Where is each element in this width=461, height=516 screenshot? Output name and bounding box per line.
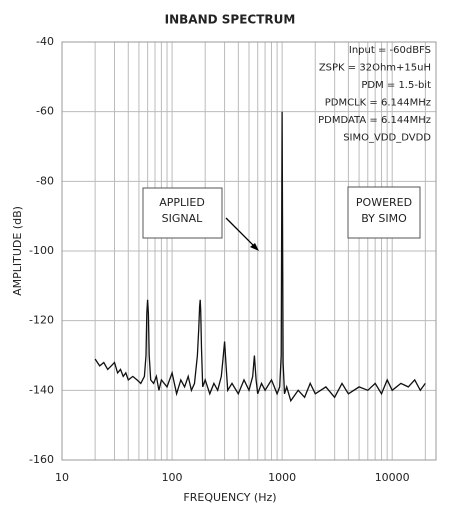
x-tick-label: 1000	[268, 471, 296, 484]
y-tick-label: -80	[36, 174, 54, 187]
annotation-box	[347, 186, 421, 239]
annotation-text: APPLIED	[159, 196, 205, 209]
x-tick-label: 100	[162, 471, 183, 484]
plot-frame	[61, 41, 437, 461]
y-tick-label: -40	[36, 35, 54, 48]
y-tick-label: -100	[29, 244, 54, 257]
x-tick-label: 10	[55, 471, 69, 484]
annotation-box	[142, 187, 223, 239]
arrowhead	[250, 243, 259, 251]
condition-text: PDMCLK = 6.144MHz	[325, 98, 431, 109]
y-tick-label: -120	[29, 314, 54, 327]
annotation-text: SIGNAL	[162, 212, 204, 225]
annotation-text: BY SIMO	[361, 212, 407, 225]
y-tick-label: -60	[36, 105, 54, 118]
condition-text: Input = -60dBFS	[349, 45, 431, 56]
arrow	[225, 217, 257, 249]
y-axis-label: AMPLITUDE (dB)	[11, 206, 24, 296]
condition-text: PDMDATA = 6.144MHz	[318, 115, 431, 126]
annotation-text: POWERED	[356, 196, 412, 209]
x-tick-label: 10000	[375, 471, 410, 484]
x-axis-label: FREQUENCY (Hz)	[183, 491, 276, 504]
y-tick-label: -140	[29, 383, 54, 396]
condition-text: PDM = 1.5-bit	[361, 80, 431, 91]
condition-text: ZSPK = 32Ohm+15uH	[319, 63, 431, 74]
chart-title: INBAND SPECTRUM	[165, 13, 296, 27]
y-tick-label: -160	[29, 453, 54, 466]
spectrum-line	[94, 111, 426, 403]
condition-text: SIMO_VDD_DVDD	[343, 133, 431, 144]
